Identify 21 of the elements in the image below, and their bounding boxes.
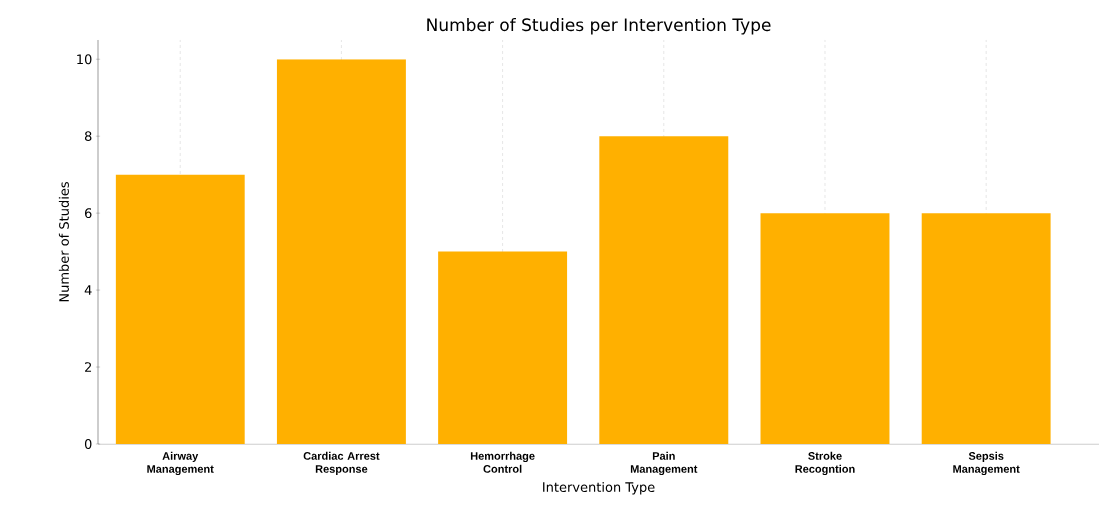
y-axis-title: Number of Studies (58, 182, 69, 302)
y-tick-label: 0 (84, 439, 92, 449)
x-tick-label: Hemorrhage Control (470, 451, 535, 473)
x-tick-label: Cardiac Arrest Response (303, 451, 380, 476)
bar (921, 213, 1051, 444)
y-tick-label: 10 (77, 54, 92, 65)
bar (276, 59, 406, 444)
bar (760, 213, 890, 444)
bar (115, 174, 245, 444)
bar (438, 251, 568, 444)
x-tick-label: Airway Management (147, 451, 214, 476)
x-axis-title: Intervention Type (543, 481, 655, 495)
bar (599, 136, 729, 444)
y-tick-label: 6 (84, 208, 92, 219)
x-tick-label: Pain Management (630, 451, 698, 476)
chart-title: Number of Studies per Intervention Type (427, 18, 771, 35)
y-tick-label: 2 (85, 362, 92, 372)
x-tick-label: Sepsis Management (953, 451, 1020, 476)
y-tick-label: 8 (84, 131, 92, 142)
y-tick-label: 4 (84, 285, 92, 295)
x-tick-label: Stroke Recogntion (795, 451, 855, 476)
